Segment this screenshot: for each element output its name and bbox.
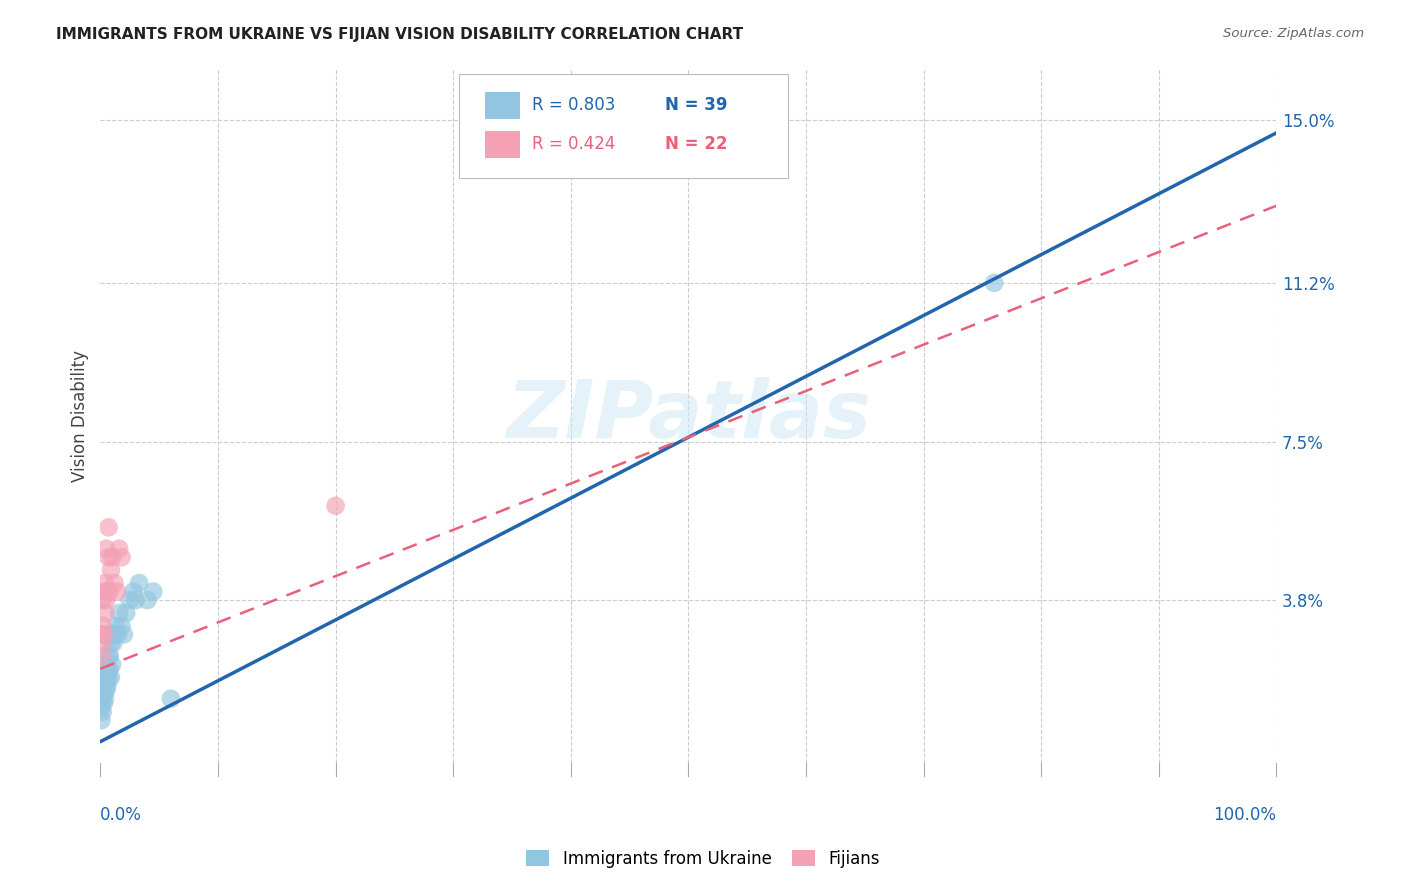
Point [96,662,118,676]
Text: N = 39: N = 39 [665,96,727,114]
Point [100,563,122,577]
Point [91,619,114,633]
Point [93,688,115,702]
Point [160,691,183,706]
Legend: Immigrants from Ukraine, Fijians: Immigrants from Ukraine, Fijians [519,844,887,875]
Y-axis label: Vision Disability: Vision Disability [72,350,89,482]
Bar [485,92,520,119]
Point [124,593,146,607]
Point [325,499,347,513]
Point [90,648,112,663]
Point [103,627,125,641]
Point [98,584,121,599]
Bar [485,131,520,158]
Point [110,619,132,633]
Point [100,670,122,684]
Point [983,276,1005,290]
Point [96,670,118,684]
Text: ZIPatlas: ZIPatlas [506,376,870,455]
Point [98,648,121,663]
Point [94,576,117,591]
Point [128,576,150,591]
Point [90,627,112,641]
Point [118,593,141,607]
Point [103,636,125,650]
Point [107,627,129,641]
Point [136,593,159,607]
Point [93,584,115,599]
Point [96,584,118,599]
Point [93,627,115,641]
Point [91,691,114,706]
Point [94,691,117,706]
Text: Source: ZipAtlas.com: Source: ZipAtlas.com [1223,27,1364,40]
Point [91,636,114,650]
Point [97,520,120,534]
Point [94,606,117,620]
Point [100,636,122,650]
Point [90,713,112,727]
Point [94,662,117,676]
Point [93,696,115,710]
Text: R = 0.803: R = 0.803 [531,96,616,114]
Point [104,619,127,633]
Point [101,627,124,641]
Point [96,541,118,556]
Point [98,662,121,676]
Text: 100.0%: 100.0% [1213,806,1277,824]
Point [108,541,131,556]
Point [96,679,118,693]
Point [105,584,128,599]
Point [97,550,120,565]
Point [142,584,165,599]
Point [96,683,118,698]
Point [96,593,118,607]
FancyBboxPatch shape [460,74,789,178]
Point [115,606,138,620]
Point [91,593,114,607]
Point [97,648,120,663]
Point [93,670,115,684]
Point [91,679,114,693]
Point [122,584,145,599]
Text: N = 22: N = 22 [665,136,727,153]
Point [94,679,117,693]
Text: IMMIGRANTS FROM UKRAINE VS FIJIAN VISION DISABILITY CORRELATION CHART: IMMIGRANTS FROM UKRAINE VS FIJIAN VISION… [56,27,744,42]
Text: R = 0.424: R = 0.424 [531,136,616,153]
Text: 0.0%: 0.0% [100,806,142,824]
Point [90,700,112,714]
Point [110,550,132,565]
Point [91,705,114,719]
Point [108,606,131,620]
Point [103,576,125,591]
Point [101,657,124,672]
Point [97,670,120,684]
Point [112,627,135,641]
Point [101,550,124,565]
